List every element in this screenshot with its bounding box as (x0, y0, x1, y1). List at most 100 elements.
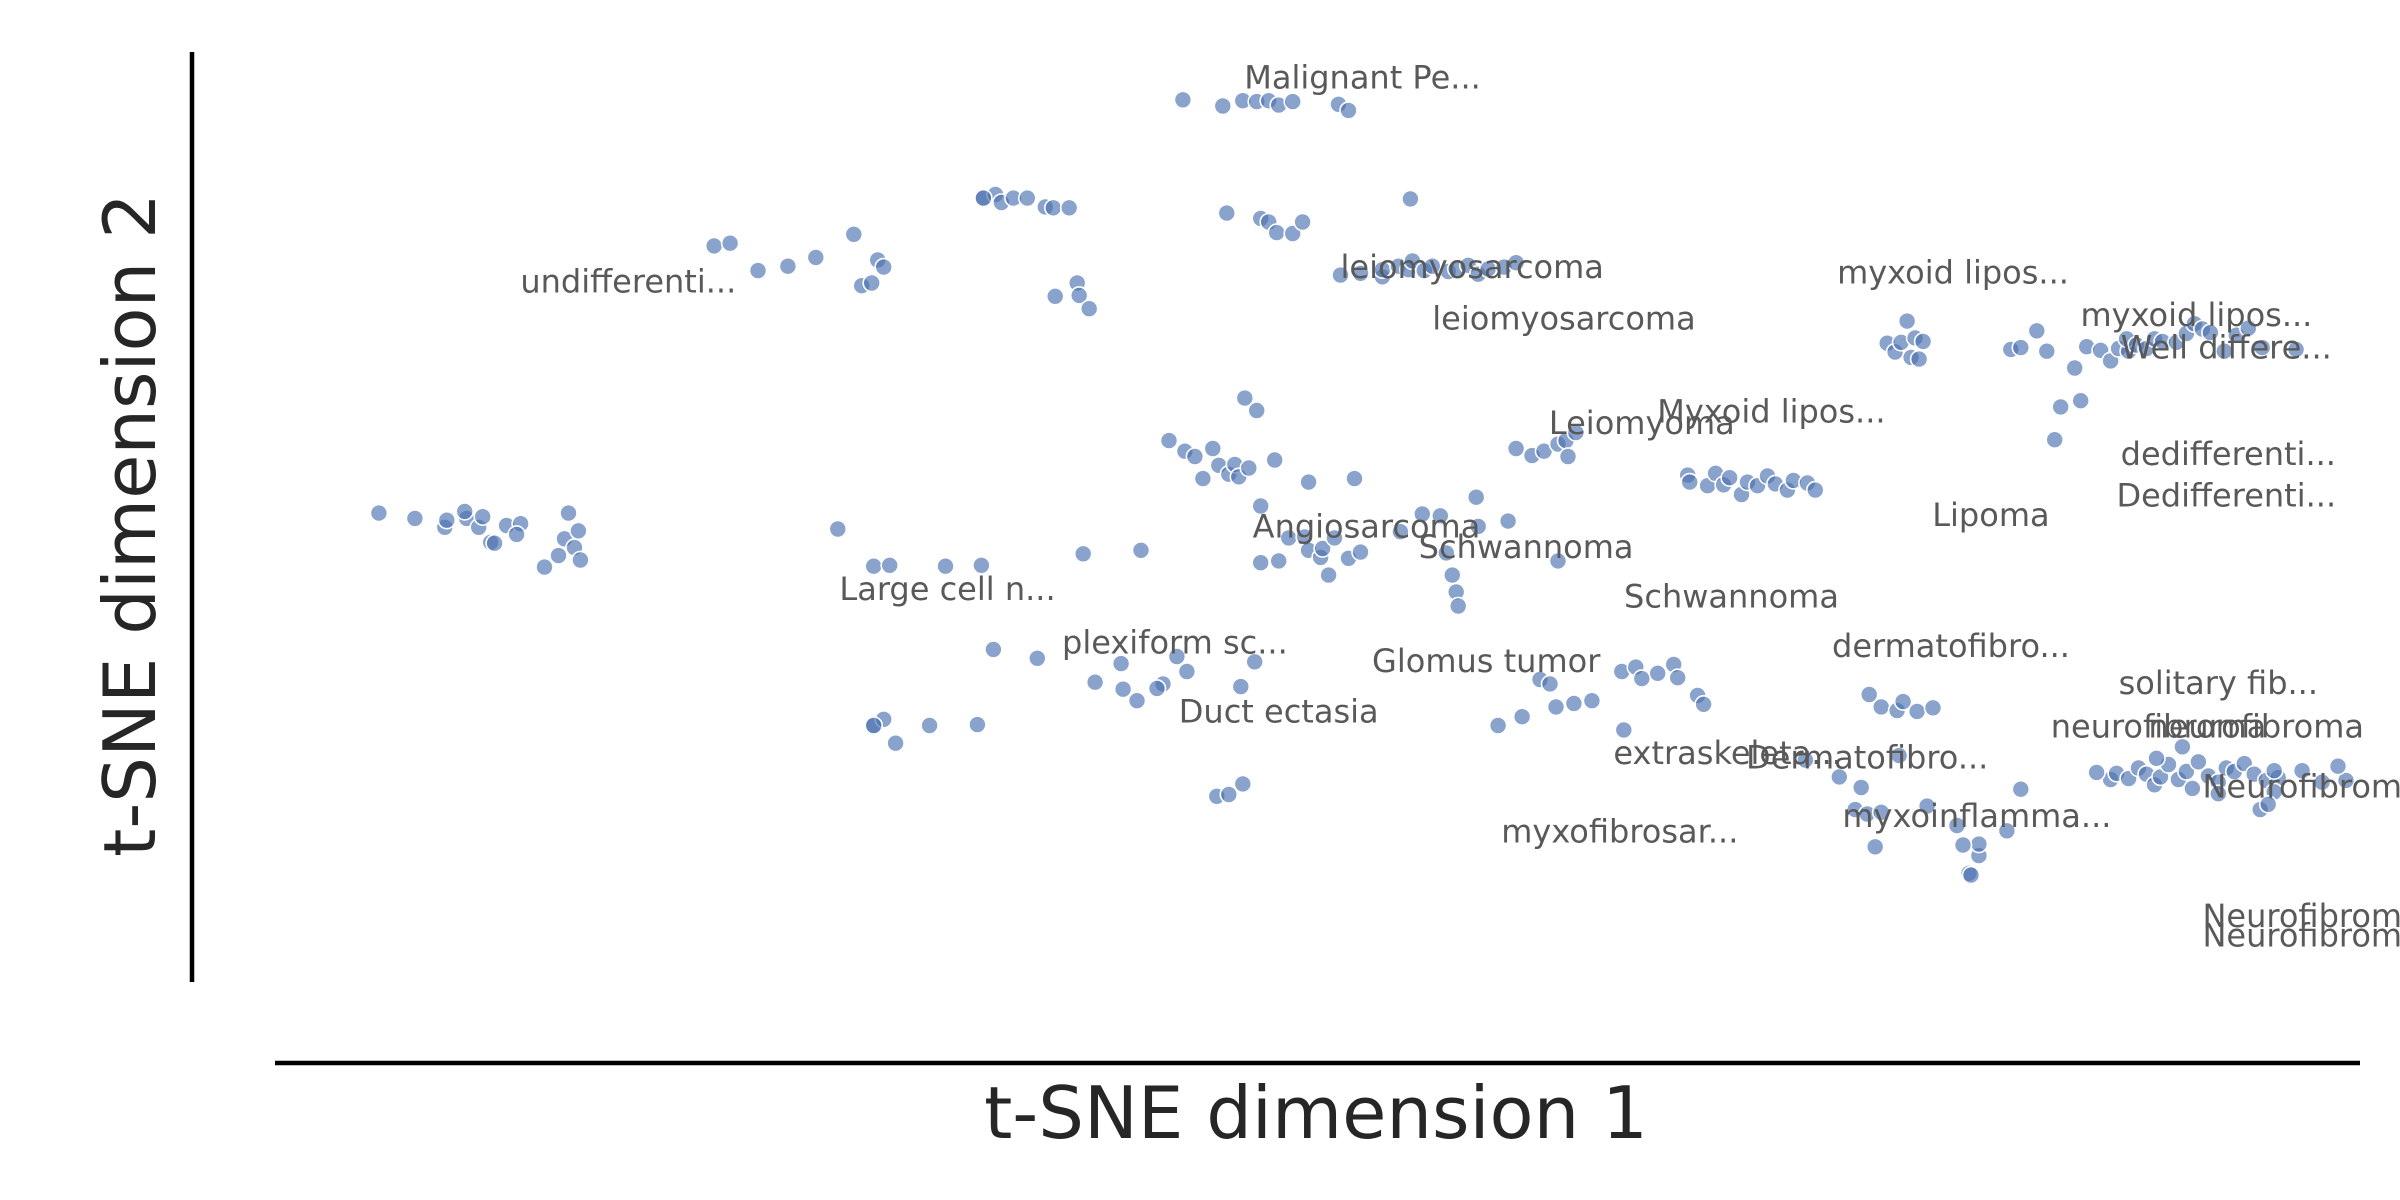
point-annotation-label: myxofibrosar... (1501, 813, 1738, 851)
data-point (778, 256, 798, 276)
data-point (1245, 652, 1264, 672)
data-point (1235, 388, 1255, 408)
point-annotation-label: myxoinflamma... (1842, 797, 2111, 835)
point-annotation-label: leiomyosarcoma (1340, 248, 1603, 286)
data-point (1233, 774, 1253, 794)
data-point (2264, 761, 2284, 781)
data-point (1889, 746, 1909, 765)
data-point (1865, 837, 1885, 857)
data-point (2045, 430, 2064, 450)
data-point (1351, 542, 1370, 562)
data-point (1468, 517, 1488, 536)
data-point (1961, 865, 1981, 885)
y-axis-title: t-SNE dimension 2 (88, 193, 172, 857)
point-annotation-label: Malignant Pe... (1244, 59, 1481, 97)
data-point (1546, 697, 1566, 717)
point-annotation-label: Angiosarcoma (1253, 507, 1481, 545)
data-point (1131, 540, 1151, 560)
data-point (1391, 522, 1410, 542)
data-point (2252, 338, 2272, 357)
data-point (1923, 698, 1943, 718)
data-point (844, 225, 864, 244)
data-point (2286, 340, 2306, 359)
data-point (748, 261, 768, 280)
scatter-points (369, 90, 2356, 885)
data-point (1564, 694, 1584, 713)
point-annotation-label: Schwannoma (1624, 577, 1839, 615)
data-point (1871, 697, 1891, 717)
data-point (880, 555, 900, 575)
point-annotations: Malignant Pe... undifferenti... leiomyosar… (520, 59, 2400, 955)
point-annotation-label: Neurofibroma (2202, 768, 2400, 806)
data-point (2011, 779, 2031, 799)
data-point (1247, 401, 1266, 420)
data-point (1283, 92, 1302, 111)
data-point (2209, 784, 2228, 804)
data-point (1917, 796, 1937, 816)
data-point (864, 716, 884, 735)
data-point (1028, 648, 1047, 668)
data-point (1806, 480, 1825, 500)
data-point (1345, 469, 1364, 488)
data-point (2051, 397, 2070, 417)
data-point (984, 640, 1003, 659)
data-point (473, 507, 493, 527)
data-point (1431, 506, 1450, 526)
data-point (1269, 551, 1288, 571)
data-point (2239, 318, 2258, 338)
data-point (1488, 716, 1508, 735)
data-point (1871, 802, 1891, 822)
data-point (2336, 771, 2356, 790)
data-point (1947, 816, 1967, 835)
data-point (1147, 679, 1167, 698)
data-point (1694, 694, 1713, 714)
data-point (1299, 472, 1318, 492)
data-point (1668, 668, 1687, 688)
data-point (1498, 511, 1518, 531)
data-point (1680, 472, 1699, 492)
data-point (1893, 692, 1913, 711)
data-point (1185, 447, 1205, 466)
data-point (1069, 286, 1089, 305)
data-point (886, 733, 905, 753)
point-annotation-label: leiomyosarcoma (1432, 299, 1695, 337)
data-point (2071, 391, 2090, 411)
x-axis-title: t-SNE dimension 1 (984, 1071, 1648, 1155)
data-point (1127, 691, 1147, 711)
data-point (1632, 669, 1652, 688)
data-point (1018, 188, 1037, 208)
data-point (1339, 101, 1358, 120)
point-annotation-label: Well differe... (2121, 329, 2332, 367)
data-point (571, 550, 590, 570)
data-point (972, 555, 991, 575)
data-point (1413, 504, 1432, 524)
data-point (2183, 779, 2202, 798)
data-point (405, 509, 425, 528)
data-point (1506, 439, 1526, 458)
point-annotation-label: dedifferenti... (2121, 435, 2336, 473)
data-point (2328, 756, 2348, 776)
data-point (2087, 763, 2106, 782)
point-annotation-label: Neurofibroma (2202, 897, 2400, 935)
data-point (2292, 761, 2312, 781)
point-annotation-label: Neurofibroma (2202, 916, 2400, 954)
data-point (549, 546, 568, 565)
data-point (1251, 496, 1270, 516)
data-point (569, 521, 588, 541)
point-annotation-label: plexiform sc... (1062, 623, 1288, 661)
data-point (2011, 338, 2031, 357)
point-annotation-label: Lipoma (1932, 496, 2049, 534)
data-point (1159, 431, 1179, 450)
data-point (1267, 223, 1286, 242)
data-point (2312, 772, 2332, 792)
point-annotation-label: Glomus tumor (1372, 642, 1601, 680)
data-point (1079, 299, 1099, 319)
point-annotation-label: undifferenti... (520, 262, 736, 300)
data-point (1913, 332, 1933, 351)
data-point (1203, 439, 1223, 458)
data-point (1231, 677, 1251, 696)
data-point (1859, 685, 1879, 704)
point-annotation-label: solitary fib... (2119, 664, 2318, 702)
point-annotation-label: Large cell n... (839, 570, 1055, 608)
